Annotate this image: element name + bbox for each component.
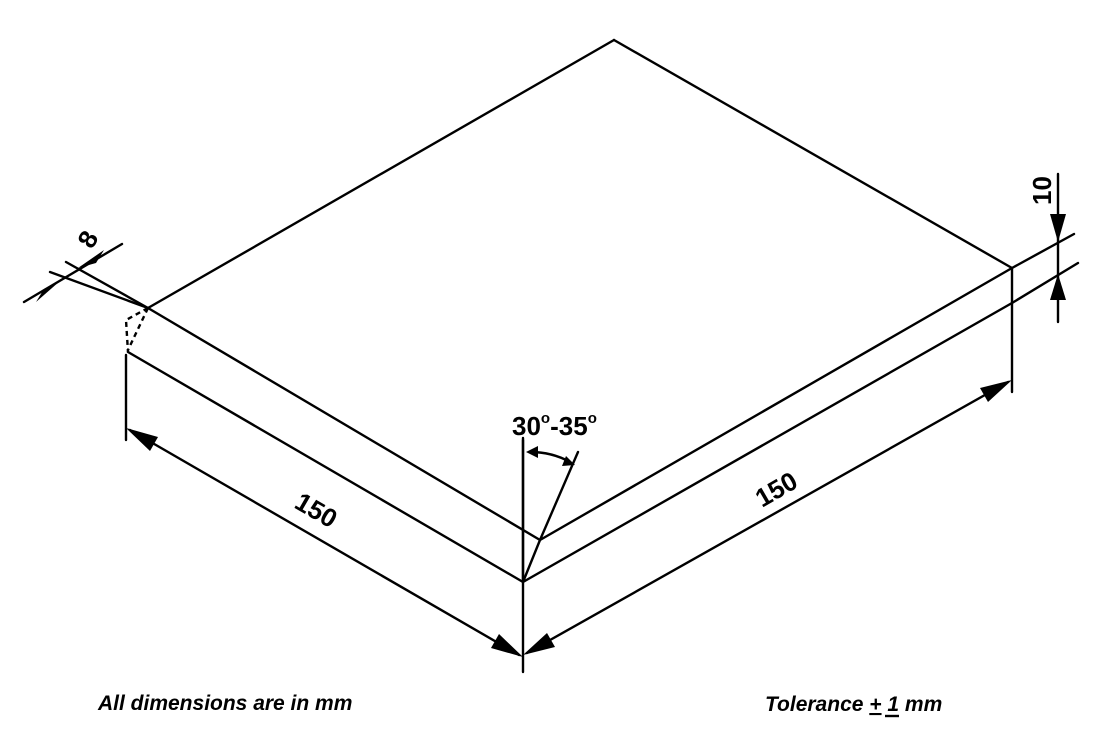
right-dim-arrow-end xyxy=(980,380,1012,402)
plate-bottom-front-right-edge xyxy=(521,301,1014,584)
right-dimension-line xyxy=(525,380,1010,655)
angle-high-degree: o xyxy=(588,410,597,427)
tolerance-symbol: + xyxy=(869,693,881,716)
hidden-bevel-outline xyxy=(124,306,149,353)
bevel-angle-indicator: 30o-35o xyxy=(512,410,597,584)
left-length-dimension: 150 xyxy=(124,353,525,674)
thickness-dimension: 10 xyxy=(1010,172,1080,324)
bevel-width-dimension: 8 xyxy=(22,225,150,310)
bevel-face-edge xyxy=(521,538,542,584)
units-note: All dimensions are in mm xyxy=(97,692,352,715)
plate-outline xyxy=(126,38,1014,584)
thickness-ext-line-bottom xyxy=(1010,261,1080,305)
right-length-label: 150 xyxy=(750,466,803,514)
plate-top-back-left-edge xyxy=(146,38,616,310)
plate-bottom-front-left-edge xyxy=(126,350,525,584)
thickness-arrow-bottom xyxy=(1050,274,1066,300)
tolerance-prefix: Tolerance xyxy=(765,693,864,716)
tolerance-note: Tolerance + 1 mm xyxy=(765,693,942,716)
left-dimension-line xyxy=(128,428,521,657)
hidden-bevel-lines xyxy=(124,306,150,353)
thickness-arrow-top xyxy=(1050,214,1066,242)
angle-label: 30o-35o xyxy=(512,410,597,441)
left-dim-arrow-start xyxy=(126,428,158,451)
plate-top-front-left-edge xyxy=(146,306,542,542)
right-length-dimension: 150 xyxy=(523,301,1014,655)
plate-top-front-right-edge xyxy=(538,266,1014,542)
angle-low-degree: o xyxy=(541,410,550,427)
angle-separator: - xyxy=(550,411,559,441)
angle-arc-arrow-right xyxy=(562,456,575,466)
bevel-dim-arrow-lower xyxy=(36,281,60,302)
left-dim-arrow-end xyxy=(491,634,523,657)
angle-arc-arrow-left xyxy=(526,446,538,458)
right-dim-arrow-start xyxy=(523,633,555,655)
thickness-label: 10 xyxy=(1027,176,1057,205)
thickness-ext-line-top xyxy=(1010,232,1076,270)
angle-high-value: 35 xyxy=(559,411,588,441)
plate-top-back-right-edge xyxy=(612,38,1014,270)
hidden-bevel-diagonal xyxy=(126,307,150,351)
bevel-width-label: 8 xyxy=(71,225,104,253)
bevel-dim-line xyxy=(22,242,124,304)
angle-low-value: 30 xyxy=(512,411,541,441)
tolerance-suffix: 1 mm xyxy=(887,693,942,716)
bevel-dim-arrow-upper xyxy=(78,250,104,268)
angle-bevel-line xyxy=(538,450,580,542)
